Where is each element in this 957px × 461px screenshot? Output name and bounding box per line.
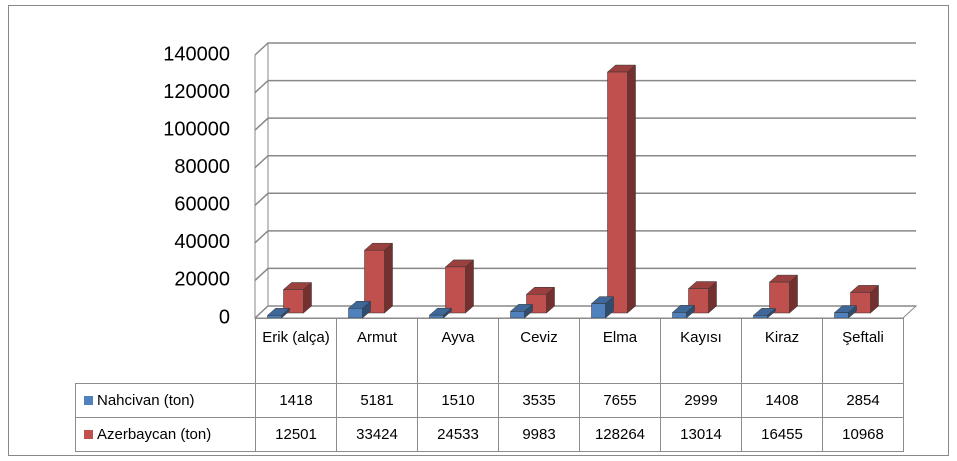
grid-line <box>254 267 916 281</box>
legend-label: Azerbaycan (ton) <box>97 426 212 443</box>
x-tick-label: Armut <box>336 318 418 384</box>
bar <box>266 307 291 319</box>
bar-front <box>510 311 525 319</box>
data-label: 13014 <box>660 417 742 452</box>
bar-front <box>445 266 466 314</box>
data-label: 128264 <box>579 417 661 452</box>
bar-front <box>283 289 304 314</box>
data-table: Erik (alça) Armut Ayva Ceviz Elma Kayısı Kiraz… <box>75 318 904 452</box>
grid-line <box>254 154 916 169</box>
data-label: 2854 <box>822 383 904 418</box>
data-label: 3535 <box>498 383 580 418</box>
bar <box>282 281 313 314</box>
legend-label: Nahcivan (ton) <box>97 392 195 409</box>
data-label: 1408 <box>741 383 823 418</box>
legend-entry: Nahcivan (ton) <box>75 383 256 418</box>
y-tick-label: 80000 <box>174 156 230 178</box>
data-label: 5181 <box>336 383 418 418</box>
y-tick-label: 40000 <box>174 231 230 253</box>
grid-segment <box>254 267 916 281</box>
grid-line <box>254 117 916 131</box>
y-tick-label: 0 <box>219 306 230 328</box>
y-tick-label: 100000 <box>163 118 230 140</box>
blank-cell <box>75 318 256 384</box>
grid-segment <box>254 117 916 131</box>
bar-side <box>384 242 393 314</box>
data-label: 33424 <box>336 417 418 452</box>
grid-line <box>254 192 916 206</box>
y-tick-label: 20000 <box>174 269 230 291</box>
data-label: 1418 <box>255 383 337 418</box>
y-tick-label: 60000 <box>174 194 230 216</box>
bar-front <box>834 312 849 319</box>
x-tick-label: Ayva <box>417 318 499 384</box>
x-tick-label: Erik (alça) <box>255 318 337 384</box>
bar <box>428 307 453 319</box>
x-tick-label: Kayısı <box>660 318 742 384</box>
bar <box>444 259 475 314</box>
grid-line <box>254 79 916 94</box>
bar <box>833 305 858 319</box>
x-tick-label: Kiraz <box>741 318 823 384</box>
bar <box>606 64 637 314</box>
bar <box>752 307 777 319</box>
bar-front <box>267 315 282 319</box>
grid-segment <box>254 79 916 94</box>
data-label: 24533 <box>417 417 499 452</box>
category-row: Erik (alça) Armut Ayva Ceviz Elma Kayısı Kiraz… <box>75 318 904 384</box>
bar-front <box>769 281 790 314</box>
grid-segment <box>254 230 916 244</box>
data-label: 1510 <box>417 383 499 418</box>
bar <box>590 296 615 319</box>
data-label: 2999 <box>660 383 742 418</box>
data-label: 16455 <box>741 417 823 452</box>
data-label: 7655 <box>579 383 661 418</box>
bar-front <box>672 312 687 319</box>
bar-side <box>627 64 636 314</box>
grid-line <box>254 42 916 56</box>
bar-front <box>348 308 363 319</box>
bar <box>509 303 534 319</box>
legend-swatch <box>84 430 93 439</box>
data-label: 9983 <box>498 417 580 452</box>
legend-entry: Azerbaycan (ton) <box>75 417 256 452</box>
bar <box>768 274 799 314</box>
bar-front <box>607 71 628 314</box>
bar-front <box>364 249 385 314</box>
grid-segment <box>254 192 916 206</box>
y-tick-label: 140000 <box>163 43 230 65</box>
bar <box>363 242 394 314</box>
x-tick-label: Elma <box>579 318 661 384</box>
grid-segment <box>254 154 916 169</box>
grid-line <box>254 230 916 244</box>
data-label: 10968 <box>822 417 904 452</box>
bar-front <box>591 303 606 319</box>
series-row: Nahcivan (ton) 1418 5181 1510 3535 7655 2999 14… <box>75 383 904 418</box>
bar <box>671 304 696 319</box>
legend-swatch <box>84 396 93 405</box>
y-tick-label: 120000 <box>163 81 230 103</box>
bar <box>347 300 372 319</box>
x-tick-label: Şeftali <box>822 318 904 384</box>
data-label: 12501 <box>255 417 337 452</box>
bar-side <box>465 259 474 314</box>
series-row: Azerbaycan (ton) 12501 33424 24533 9983 12826… <box>75 417 904 452</box>
x-tick-label: Ceviz <box>498 318 580 384</box>
frame <box>8 5 949 456</box>
grid-segment <box>254 42 916 56</box>
